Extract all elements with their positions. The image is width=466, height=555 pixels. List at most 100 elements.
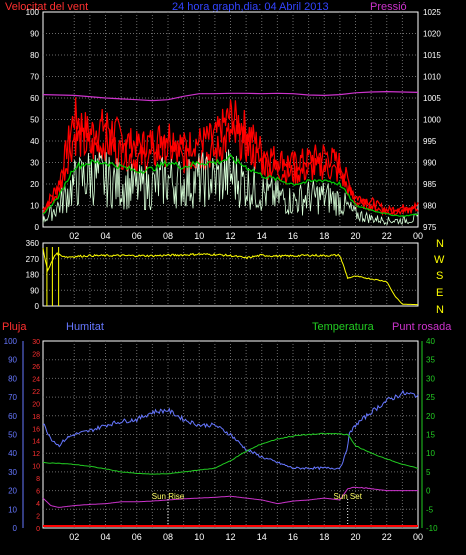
rain-y-tick-label: 20 — [32, 401, 40, 408]
temperature-y-tick-label: 15 — [426, 431, 435, 440]
wind-panel-x-tick-label: 06 — [132, 231, 142, 241]
pressure-y-tick-label: 990 — [423, 159, 437, 168]
rain-y-tick-label: 24 — [32, 376, 40, 383]
humidity-axis-title: Humitat — [66, 321, 104, 333]
temperature-axis-title: Temperatura — [312, 321, 374, 333]
pressure-y-tick-label: 1020 — [423, 30, 441, 39]
wind-panel-x-tick-label: 12 — [225, 231, 235, 241]
wind-direction-line — [42, 247, 418, 306]
pressure-line — [42, 90, 419, 102]
pressure-y-tick-label: 1025 — [423, 8, 441, 17]
direction-y-tick-label: 180 — [26, 271, 40, 280]
temperature-y-tick-label: 10 — [426, 449, 435, 458]
pressure-y-tick-label: 980 — [423, 202, 437, 211]
wind-y-tick-label: 60 — [30, 94, 39, 103]
dewpoint-axis-title: Punt rosada — [392, 321, 452, 333]
direction-y-tick-label: 360 — [26, 239, 40, 248]
wind-panel-x-tick-label: 14 — [257, 231, 267, 241]
humidity-y-tick-label: 10 — [8, 505, 17, 514]
humidity-y-tick-label: 90 — [8, 356, 17, 365]
wind-y-tick-label: 10 — [30, 202, 39, 211]
humidity-panel-x-tick-label: 12 — [225, 532, 235, 542]
temperature-y-tick-label: 0 — [426, 487, 431, 496]
rain-y-tick-label: 4 — [36, 501, 40, 508]
humidity-y-tick-label: 80 — [8, 374, 17, 383]
humidity-panel-x-tick-label: 02 — [69, 532, 79, 542]
wind-y-tick-label: 100 — [26, 8, 40, 17]
wind-panel-x-tick-label: 08 — [163, 231, 173, 241]
chart-title: 24 hora graph,dia: 04 Abril 2013 — [172, 1, 329, 13]
humidity-line — [42, 389, 419, 471]
direction-east-label: E — [436, 287, 444, 299]
pressure-y-tick-label: 1010 — [423, 73, 441, 82]
sunset-label: Sun Set — [333, 492, 362, 501]
humidity-panel-x-tick-label: 22 — [382, 532, 392, 542]
direction-y-tick-label: 270 — [26, 255, 40, 264]
temperature-y-tick-label: 40 — [426, 337, 435, 346]
wind-speed-axis-title: Velocitat del vent — [5, 1, 89, 13]
humidity-panel-x-tick-label: 10 — [194, 532, 204, 542]
pressure-y-tick-label: 975 — [423, 223, 437, 232]
rain-y-tick-label: 12 — [32, 451, 40, 458]
temperature-y-tick-label: 35 — [426, 356, 435, 365]
rain-axis-title: Pluja — [2, 321, 27, 333]
direction-north-label-bottom: N — [436, 304, 444, 316]
rain-y-tick-label: 2 — [36, 514, 40, 521]
direction-west-label: W — [434, 254, 445, 266]
wind-y-tick-label: 20 — [30, 180, 39, 189]
wind-panel-x-tick-label: 18 — [319, 231, 329, 241]
wind-y-tick-label: 70 — [30, 73, 39, 82]
temperature-y-tick-label: 25 — [426, 393, 435, 402]
wind-speed-line — [42, 149, 419, 226]
wind-y-tick-label: 40 — [30, 137, 39, 146]
wind-y-tick-label: 50 — [30, 116, 39, 125]
rain-y-tick-label: 14 — [32, 439, 40, 446]
rain-y-tick-label: 18 — [32, 414, 40, 421]
rain-y-tick-label: 10 — [32, 464, 40, 471]
wind-panel-x-tick-label: 22 — [382, 231, 392, 241]
temperature-y-tick-label: 30 — [426, 374, 435, 383]
temperature-y-tick-label: -10 — [426, 524, 438, 533]
pressure-y-tick-label: 1005 — [423, 94, 441, 103]
dewpoint-line — [42, 486, 418, 508]
wind-gust-line — [42, 97, 419, 215]
humidity-y-tick-label: 100 — [4, 337, 18, 346]
rain-y-tick-label: 0 — [36, 526, 40, 533]
wind-y-tick-label: 90 — [30, 30, 39, 39]
direction-y-tick-label: 90 — [30, 286, 39, 295]
humidity-y-tick-label: 60 — [8, 412, 17, 421]
temperature-y-tick-label: -5 — [426, 505, 434, 514]
humidity-panel-x-tick-label: 06 — [132, 532, 142, 542]
wind-gust-fill-line — [42, 121, 419, 217]
wind-y-tick-label: 80 — [30, 51, 39, 60]
rain-y-tick-label: 8 — [36, 476, 40, 483]
rain-y-tick-label: 26 — [32, 364, 40, 371]
rain-y-tick-label: 30 — [32, 339, 40, 346]
humidity-panel-x-tick-label: 04 — [100, 532, 110, 542]
rain-y-tick-label: 16 — [32, 426, 40, 433]
temperature-line — [42, 432, 419, 475]
wind-y-tick-label: 30 — [30, 159, 39, 168]
humidity-panel-x-tick-label: 16 — [288, 532, 298, 542]
wind-panel-x-tick-label: 20 — [350, 231, 360, 241]
wind-panel-x-tick-label: 00 — [413, 231, 423, 241]
temperature-y-tick-label: 5 — [426, 468, 431, 477]
rain-y-tick-label: 22 — [32, 389, 40, 396]
wind-panel-x-tick-label: 16 — [288, 231, 298, 241]
humidity-panel-x-tick-label: 08 — [163, 532, 173, 542]
humidity-y-tick-label: 30 — [8, 468, 17, 477]
pressure-y-tick-label: 1015 — [423, 51, 441, 60]
wind-average-line — [42, 153, 419, 218]
humidity-y-tick-label: 0 — [13, 524, 18, 533]
temperature-y-tick-label: 20 — [426, 412, 435, 421]
pressure-y-tick-label: 1000 — [423, 116, 441, 125]
wind-panel-x-tick-label: 04 — [100, 231, 110, 241]
wind-panel-x-tick-label: 02 — [69, 231, 79, 241]
humidity-y-tick-label: 50 — [8, 431, 17, 440]
pressure-axis-title: Pressió — [370, 1, 407, 13]
rain-y-tick-label: 6 — [36, 489, 40, 496]
direction-south-label: S — [436, 270, 444, 282]
humidity-y-tick-label: 70 — [8, 393, 17, 402]
